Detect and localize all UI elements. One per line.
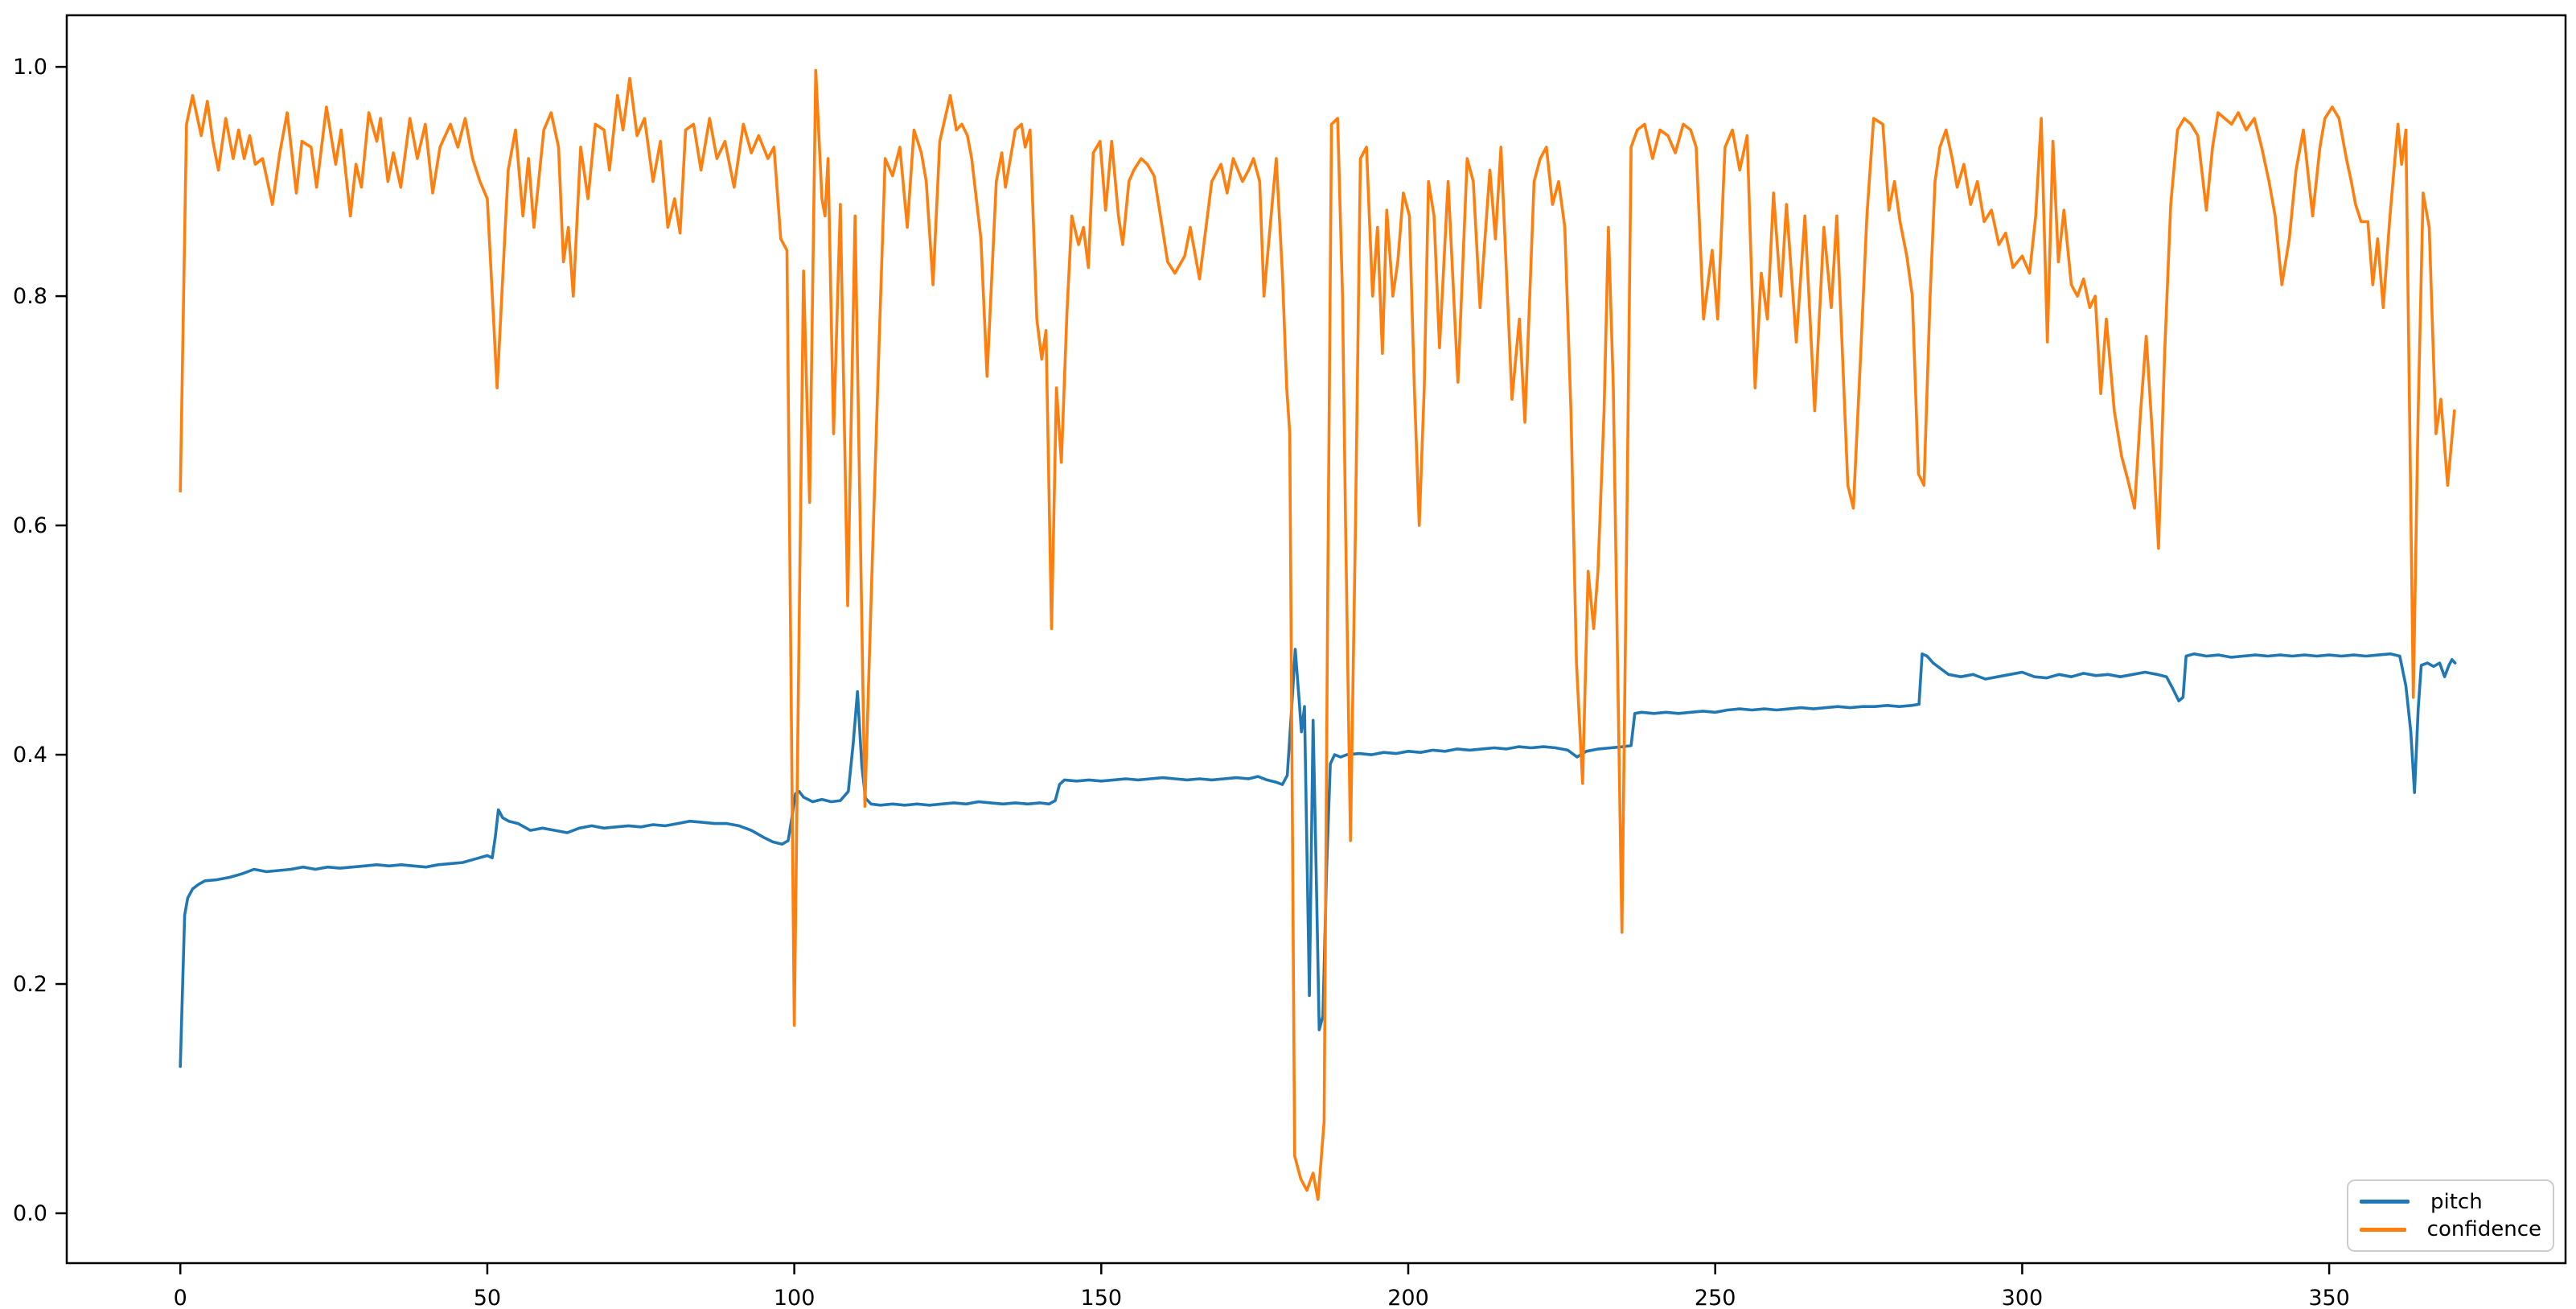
legend-entry-pitch: pitch xyxy=(2360,1192,2541,1212)
legend: pitch confidence xyxy=(2347,1179,2554,1252)
x-tick-label: 150 xyxy=(1081,1286,1123,1309)
y-tick-label: 1.0 xyxy=(13,55,47,80)
pitch-line xyxy=(179,648,2457,1068)
y-tick-label: 0.0 xyxy=(13,1201,47,1226)
y-tick-label: 0.6 xyxy=(13,513,47,538)
x-tick-label: 300 xyxy=(2002,1286,2044,1309)
legend-label-pitch: pitch xyxy=(2430,1189,2483,1214)
y-tick-label: 0.2 xyxy=(13,972,47,997)
legend-label-confidence: confidence xyxy=(2426,1217,2541,1242)
x-tick-label: 100 xyxy=(774,1286,816,1309)
x-tick-label: 350 xyxy=(2308,1286,2350,1309)
y-tick-label: 0.8 xyxy=(13,284,47,309)
x-tick-label: 250 xyxy=(1695,1286,1736,1309)
legend-entry-confidence: confidence xyxy=(2360,1219,2541,1240)
x-tick-label: 0 xyxy=(174,1286,187,1309)
confidence-line-swatch xyxy=(2360,1227,2406,1232)
pitch-line-swatch xyxy=(2360,1200,2410,1204)
axes-frame xyxy=(65,14,2567,1265)
x-tick-label: 50 xyxy=(474,1286,501,1309)
confidence-line xyxy=(179,68,2456,1201)
x-tick-label: 200 xyxy=(1387,1286,1429,1309)
y-tick-label: 0.4 xyxy=(13,743,47,768)
